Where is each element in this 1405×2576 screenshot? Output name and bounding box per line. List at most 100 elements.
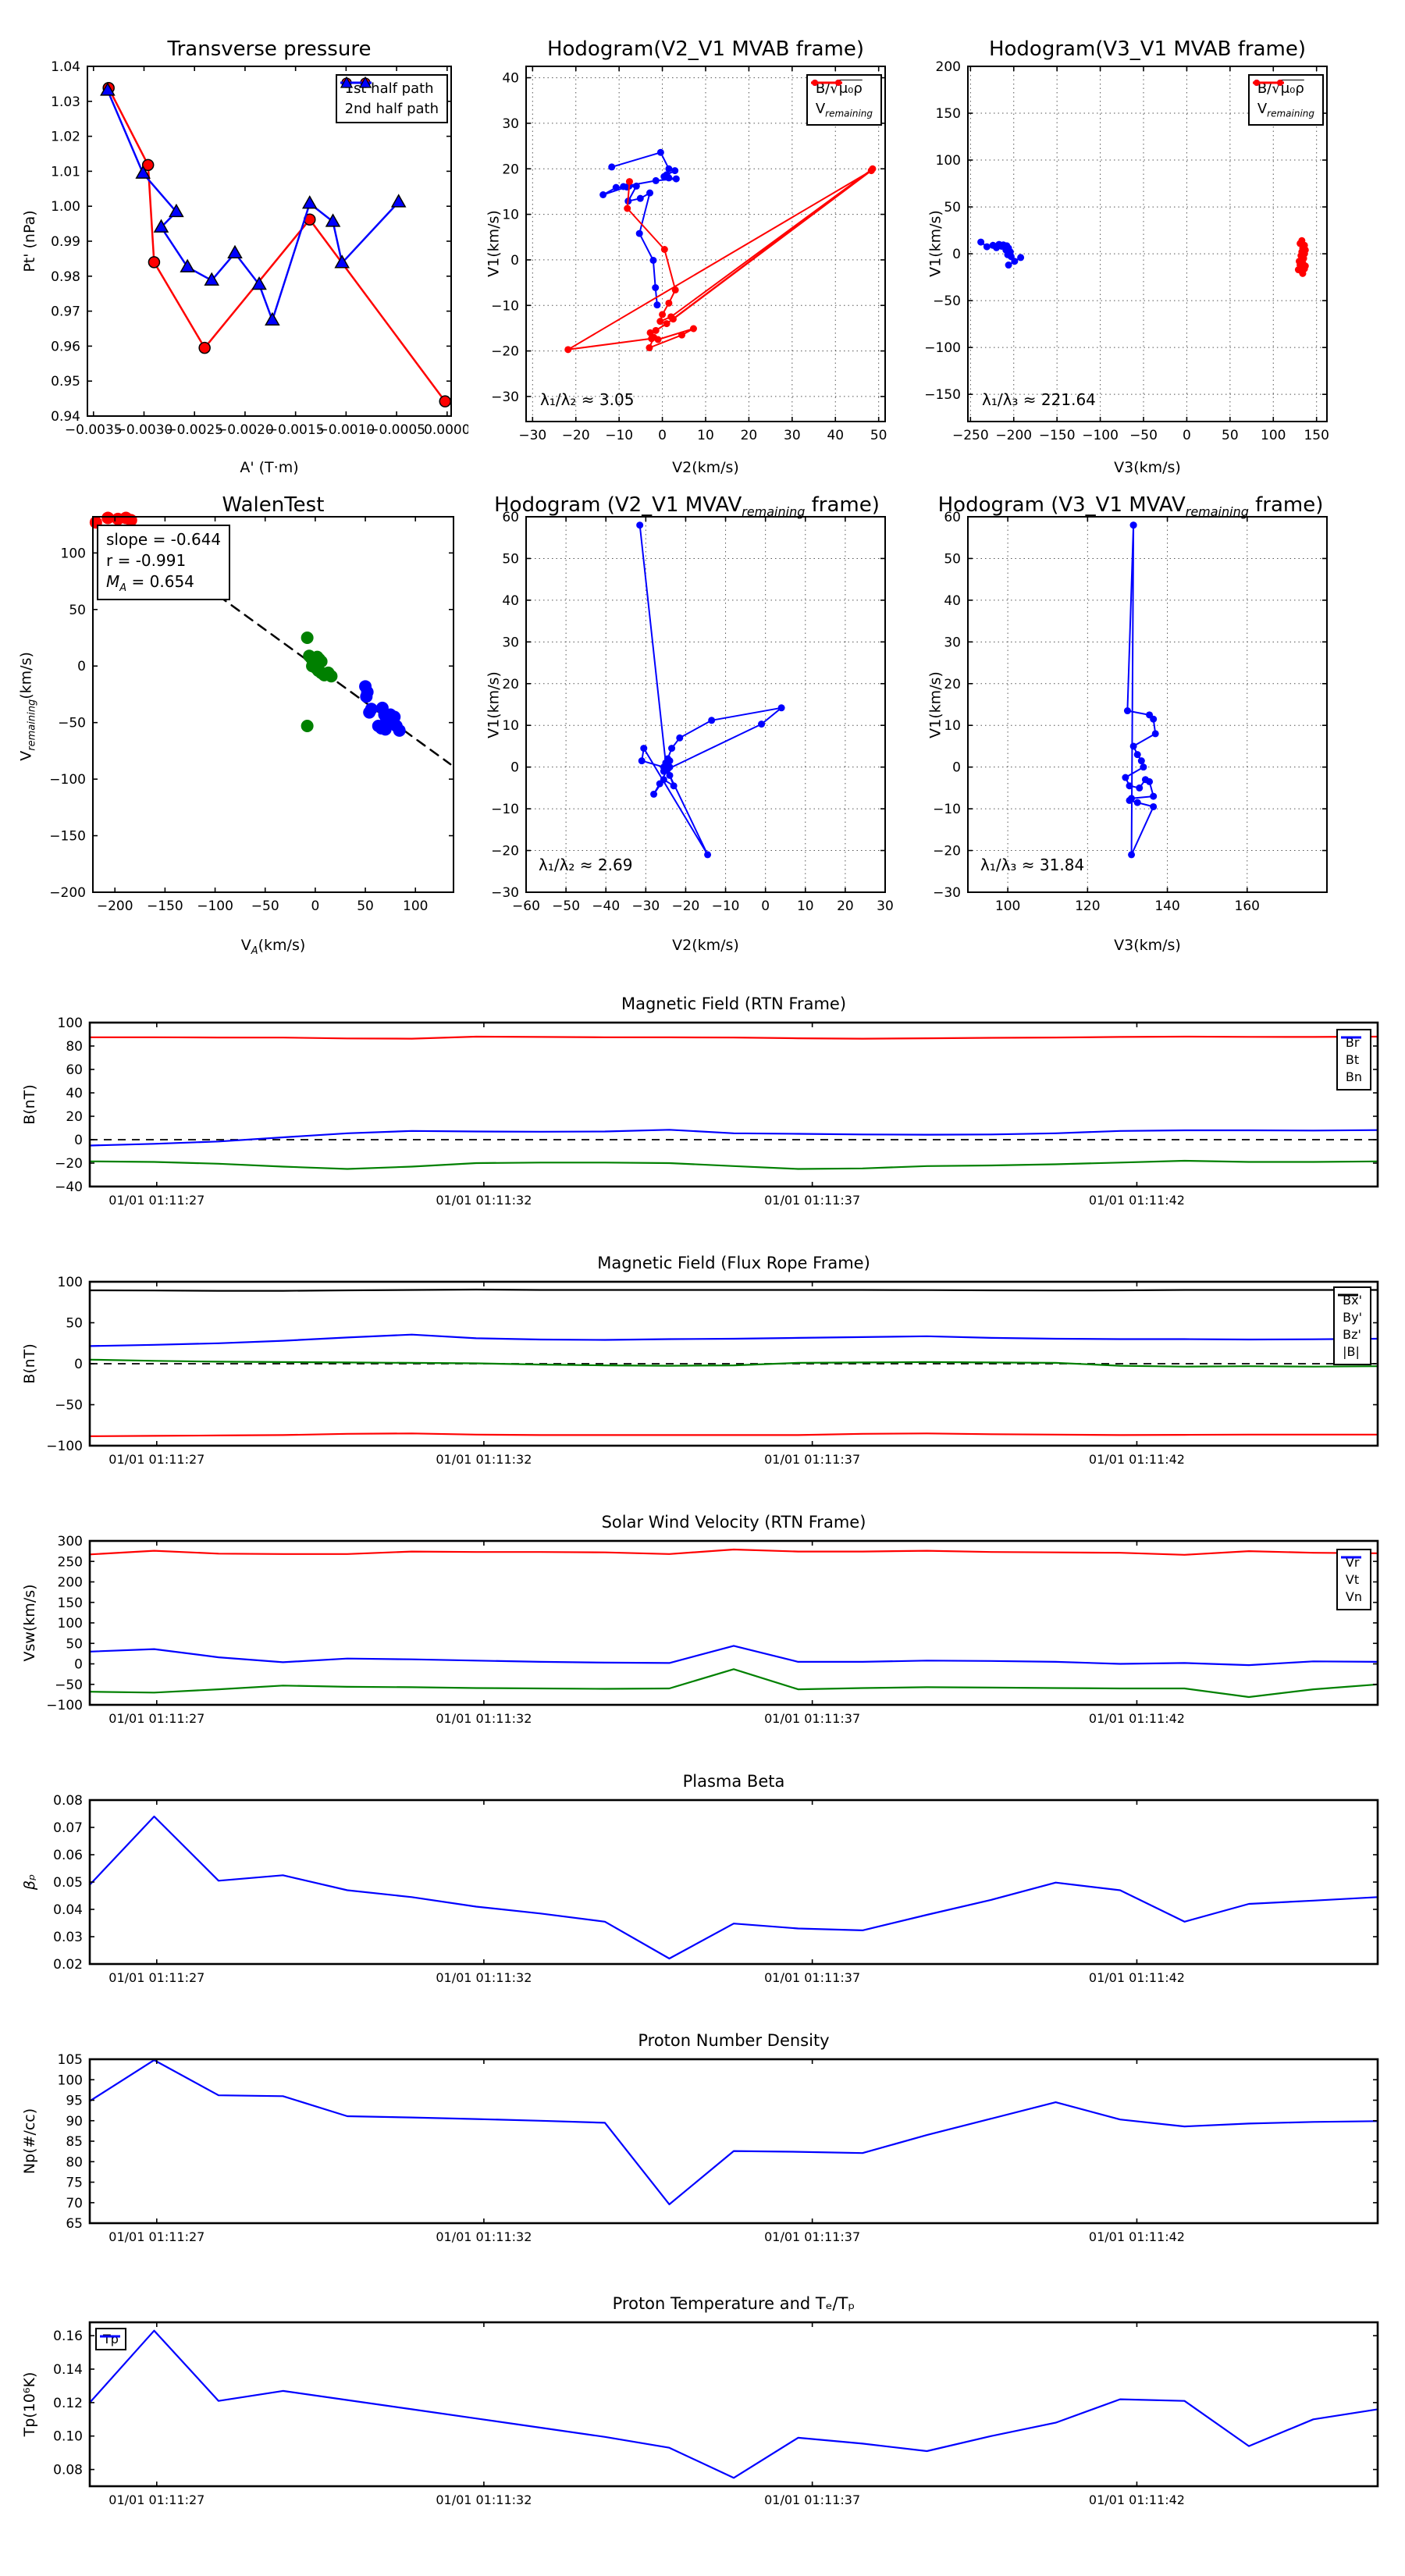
svg-text:−50: −50: [552, 898, 580, 914]
y-axis-label: Tp(10⁶K): [21, 2371, 38, 2437]
svg-text:01/01 01:11:42: 01/01 01:11:42: [1089, 1970, 1185, 1985]
svg-text:95: 95: [66, 2094, 83, 2109]
svg-text:100: 100: [936, 153, 961, 169]
svg-text:0.95: 0.95: [51, 374, 80, 390]
legend-item-label: 2nd half path: [344, 101, 439, 117]
magnetic-field-flux-rope-canvas: 01/01 01:11:27 01/01 01:11:32 01/01 01:11:…: [46, 1275, 1379, 1467]
hodogram-v2v1-mvav-canvas: −60 −50 −40 −30 −20 −10 0 10 20 30 −30 −20 −10 0 10 20 3…: [491, 510, 894, 914]
legend-item: Bz': [1338, 1293, 1362, 1342]
svg-text:01/01 01:11:37: 01/01 01:11:37: [764, 1452, 860, 1467]
x-axis-label: V2(km/s): [672, 459, 739, 476]
panel-proton-temperature: Proton Temperature and Tₑ/Tₚ 01/01 01:11…: [16, 2275, 1405, 2541]
legend: B/√μ₀ρ Vremaining: [806, 74, 882, 126]
svg-text:30: 30: [502, 116, 519, 132]
svg-text:−50: −50: [1129, 428, 1158, 443]
svg-text:−50: −50: [58, 716, 86, 731]
panel-magnetic-field-flux-rope: Magnetic Field (Flux Rope Frame) 01/01 0…: [16, 1235, 1405, 1477]
svg-text:−40: −40: [592, 898, 620, 914]
proton-number-density-canvas: 01/01 01:11:27 01/01 01:11:32 01/01 01:11:…: [58, 2052, 1379, 2244]
svg-text:−20: −20: [55, 1156, 83, 1172]
svg-text:01/01 01:11:42: 01/01 01:11:42: [1089, 2229, 1185, 2244]
walen-stats-box: slope = -0.644 r = -0.991 MA = 0.654: [97, 525, 231, 600]
svg-text:100: 100: [58, 1616, 83, 1631]
y-axis-label: V1(km/s): [485, 210, 503, 277]
svg-text:50: 50: [944, 200, 961, 215]
svg-text:0: 0: [952, 247, 961, 262]
svg-text:01/01 01:11:32: 01/01 01:11:32: [436, 2492, 532, 2507]
svg-text:40: 40: [944, 593, 961, 609]
legend-marker-icon: [340, 76, 372, 88]
legend-item: Vt: [1340, 1556, 1362, 1587]
legend: Vr Vt Vn: [1336, 1549, 1371, 1610]
svg-text:01/01 01:11:32: 01/01 01:11:32: [436, 1193, 532, 1208]
svg-text:0.94: 0.94: [51, 409, 80, 425]
svg-text:−50: −50: [55, 1398, 83, 1414]
svg-text:0: 0: [1183, 428, 1191, 443]
svg-text:0.08: 0.08: [53, 2463, 83, 2478]
svg-text:−0.0015: −0.0015: [267, 422, 325, 438]
svg-text:−0.0010: −0.0010: [318, 422, 375, 438]
svg-text:0.07: 0.07: [53, 1820, 83, 1836]
svg-text:40: 40: [66, 1086, 83, 1101]
svg-text:20: 20: [741, 428, 758, 443]
legend-item-label: Vremaining: [1257, 101, 1314, 119]
svg-text:01/01 01:11:32: 01/01 01:11:32: [436, 1452, 532, 1467]
legend-item: Vremaining: [810, 80, 873, 119]
legend-marker-icon: [100, 2335, 120, 2338]
panel-title: Solar Wind Velocity (RTN Frame): [601, 1513, 866, 1532]
x-axis-label: V3(km/s): [1114, 937, 1181, 954]
slope-value: slope = -0.644: [106, 530, 222, 549]
svg-text:1.00: 1.00: [51, 199, 80, 215]
svg-text:0: 0: [74, 1657, 83, 1673]
hodogram-v3v1-mvab-canvas: −250 −200 −150 −100 −50 0 50 100 150 −150 −100 −50 0…: [924, 59, 1329, 443]
legend-item-label: B/√μ₀ρ: [1257, 80, 1304, 97]
x-axis-label: V3(km/s): [1114, 459, 1181, 476]
svg-text:85: 85: [66, 2134, 83, 2150]
svg-text:01/01 01:11:42: 01/01 01:11:42: [1089, 1452, 1185, 1467]
svg-text:160: 160: [1235, 898, 1260, 914]
svg-text:01/01 01:11:37: 01/01 01:11:37: [764, 2492, 860, 2507]
legend-item: 2nd half path: [340, 76, 439, 117]
svg-text:10: 10: [697, 428, 714, 443]
svg-text:10: 10: [944, 718, 961, 734]
svg-text:20: 20: [502, 162, 519, 177]
svg-text:0.03: 0.03: [53, 1930, 83, 1945]
svg-text:40: 40: [827, 428, 844, 443]
panel-hodogram-v3v1-mvav: Hodogram (V3_V1 MVAVremaining frame) 100…: [917, 492, 1343, 987]
svg-text:01/01 01:11:27: 01/01 01:11:27: [108, 1711, 205, 1726]
svg-text:−10: −10: [491, 802, 519, 817]
panel-title: Magnetic Field (Flux Rope Frame): [597, 1254, 870, 1272]
svg-text:0: 0: [311, 898, 319, 914]
svg-text:−10: −10: [605, 428, 633, 443]
svg-text:01/01 01:11:27: 01/01 01:11:27: [108, 1452, 205, 1467]
svg-text:−250: −250: [952, 428, 989, 443]
svg-text:20: 20: [944, 677, 961, 692]
hodogram-v3v1-mvav-canvas: 100 120 140 160 −30 −20 −10 0 10 20 30 40 50 60: [933, 510, 1328, 914]
y-axis-label: Pt' (nPa): [21, 210, 38, 272]
svg-text:−0.0030: −0.0030: [116, 422, 173, 438]
svg-text:200: 200: [936, 59, 961, 75]
svg-text:150: 150: [936, 106, 961, 122]
panel-hodogram-v3v1-mvab: Hodogram(V3_V1 MVAB frame) −250 −200 −150−…: [917, 23, 1343, 507]
legend-item: Vn: [1340, 1556, 1362, 1604]
svg-text:−20: −20: [933, 844, 961, 859]
svg-text:−30: −30: [491, 390, 519, 405]
svg-text:10: 10: [797, 898, 814, 914]
svg-text:0: 0: [510, 253, 519, 269]
x-axis-label: VA(km/s): [240, 937, 306, 957]
svg-text:01/01 01:11:42: 01/01 01:11:42: [1089, 2492, 1185, 2507]
svg-text:01/01 01:11:32: 01/01 01:11:32: [436, 1711, 532, 1726]
svg-text:01/01 01:11:37: 01/01 01:11:37: [764, 1970, 860, 1985]
legend-marker-icon: [1338, 1293, 1359, 1297]
svg-text:75: 75: [66, 2176, 83, 2191]
svg-text:01/01 01:11:42: 01/01 01:11:42: [1089, 1193, 1185, 1208]
legend-marker-icon: [1340, 1036, 1361, 1039]
svg-text:0.16: 0.16: [53, 2329, 83, 2344]
svg-text:50: 50: [66, 1316, 83, 1332]
legend-marker-icon: [1340, 1556, 1361, 1559]
y-axis-label: B(nT): [21, 1343, 38, 1384]
svg-text:−30: −30: [518, 428, 546, 443]
svg-text:40: 40: [502, 71, 519, 87]
svg-text:50: 50: [870, 428, 887, 443]
svg-text:−50: −50: [933, 294, 961, 309]
